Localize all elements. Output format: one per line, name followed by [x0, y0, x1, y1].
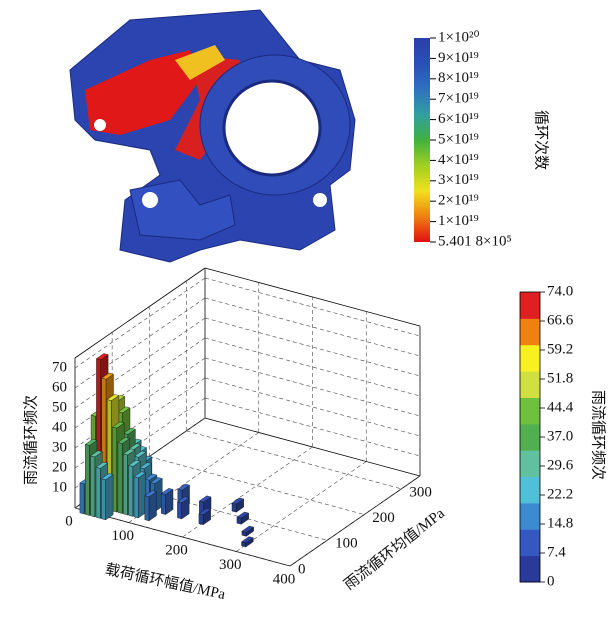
- x-tick-label: 0: [65, 513, 73, 529]
- colorbar-label: 4×10¹⁹: [438, 152, 479, 168]
- colorbar-label: 0: [547, 573, 555, 589]
- y-tick-label: 300: [409, 484, 432, 500]
- x-tick-label: 300: [219, 557, 242, 573]
- colorbar-label: 6×10¹⁹: [438, 111, 479, 127]
- grid-line: [289, 475, 421, 567]
- colorbar-segment: [520, 344, 540, 372]
- grid-line: [74, 507, 291, 567]
- grid-line: [128, 432, 259, 523]
- grid-line: [204, 357, 421, 417]
- colorbar-title: 循环次数: [533, 110, 550, 170]
- z-tick-label: 70: [52, 359, 67, 375]
- colorbar-title: 雨流循环频次: [590, 390, 607, 480]
- x-tick-label: 200: [165, 542, 188, 558]
- colorbar-label: 59.2: [547, 341, 573, 357]
- colorbar-segment: [520, 423, 540, 451]
- grid-line: [186, 430, 402, 490]
- colorbar-label: 1×10²⁰: [438, 29, 479, 45]
- grid-line: [74, 297, 206, 389]
- colorbar-label: 1×10¹⁹: [438, 213, 479, 229]
- colorbar-segment: [520, 397, 540, 425]
- grid-line: [204, 337, 421, 397]
- colorbar-label: 3×10¹⁹: [438, 172, 479, 188]
- axis-box-edge: [74, 267, 206, 359]
- z-tick-label: 30: [52, 439, 67, 455]
- colorbar-segment: [520, 502, 540, 530]
- z-tick-label: 20: [52, 459, 67, 475]
- bar: [176, 496, 190, 520]
- grid-line: [236, 461, 367, 552]
- colorbar-label: 2×10¹⁹: [438, 193, 479, 209]
- colorbar-label: 29.6: [547, 457, 574, 473]
- colorbar-label: 22.2: [547, 486, 573, 502]
- bar: [160, 488, 174, 515]
- y-tick-label: 0: [298, 561, 306, 577]
- bar: [144, 490, 157, 522]
- colorbar-label: 51.8: [547, 370, 573, 386]
- grid-line: [74, 317, 206, 409]
- colorbar-label: 37.0: [547, 428, 573, 444]
- colorbar-segment: [520, 476, 540, 504]
- grid-line: [204, 317, 421, 377]
- z-tick-label: 50: [52, 399, 67, 415]
- bar: [231, 497, 245, 513]
- z-tick-label: 10: [52, 479, 67, 495]
- z-axis-label: 雨流循环频次: [22, 395, 39, 485]
- y-tick-label: 100: [335, 536, 358, 552]
- colorbar-label: 8×10¹⁹: [438, 70, 479, 86]
- bar: [241, 536, 254, 548]
- colorbar-segment: [520, 450, 540, 478]
- colorbar-segment: [520, 555, 540, 583]
- bar: [236, 511, 250, 525]
- x-axis-label: 载荷循环幅值/MPa: [104, 561, 228, 603]
- colorbar-label: 7×10¹⁹: [438, 91, 479, 107]
- grid-line: [74, 277, 206, 369]
- colorbar-label: 5×10¹⁹: [438, 131, 479, 147]
- x-tick-label: 100: [112, 528, 135, 544]
- colorbar: [414, 38, 430, 242]
- colorbar-label: 44.4: [547, 399, 574, 415]
- colorbar-label: 9×10¹⁹: [438, 50, 479, 66]
- colorbar-segment: [520, 529, 540, 557]
- grid-line: [182, 446, 313, 538]
- bar: [100, 473, 114, 521]
- grid-line: [149, 456, 365, 515]
- grid-line: [204, 377, 421, 437]
- colorbar-label: 7.4: [547, 544, 566, 560]
- z-tick-label: 60: [52, 379, 67, 395]
- colorbar-label: 74.0: [547, 283, 573, 299]
- x-tick-label: 400: [273, 571, 296, 587]
- fem-part: [69, 9, 356, 263]
- grid-line: [204, 277, 421, 337]
- grid-line: [74, 357, 206, 449]
- colorbar-label: 5.401 8×10⁵: [438, 233, 512, 249]
- colorbar-segment: [520, 318, 540, 346]
- z-tick-label: 40: [52, 419, 67, 435]
- colorbar-label: 14.8: [547, 515, 573, 531]
- grid-line: [204, 297, 421, 357]
- grid-line: [74, 377, 206, 469]
- colorbar-label: 66.6: [547, 312, 574, 328]
- grid-line: [74, 337, 206, 429]
- bar: [198, 508, 212, 526]
- colorbar-segment: [520, 371, 540, 398]
- colorbar-segment: [520, 292, 540, 319]
- y-tick-label: 200: [372, 510, 395, 526]
- bar: [133, 471, 147, 519]
- grid-line: [204, 397, 421, 457]
- bar: [241, 525, 255, 537]
